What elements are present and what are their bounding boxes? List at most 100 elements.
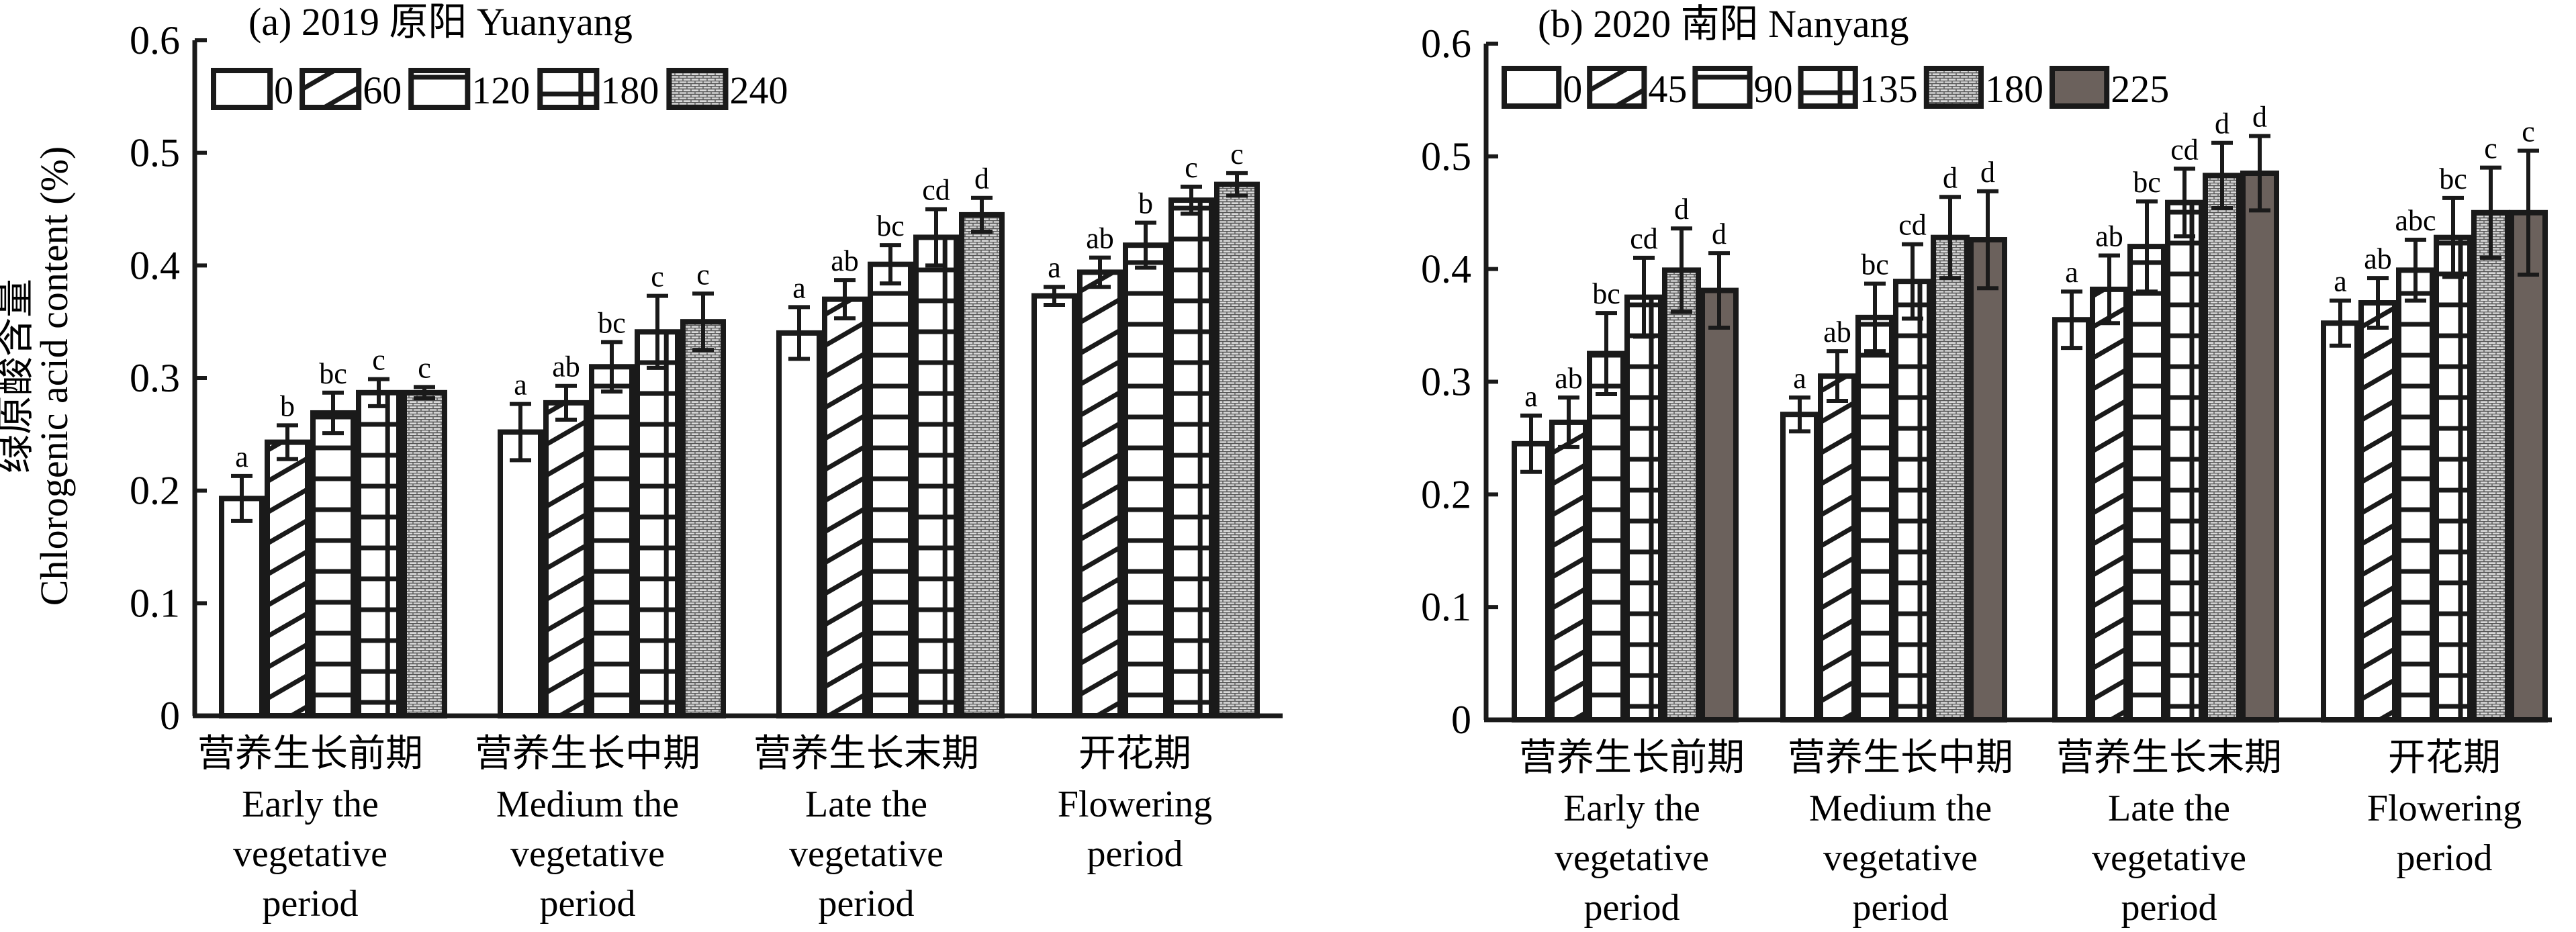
- legend-swatch-outline: [1502, 66, 1562, 109]
- significance-label: cd: [2170, 133, 2199, 166]
- bar: [822, 296, 868, 718]
- y-tick-label: 0.6: [130, 18, 180, 62]
- x-tick-label-en: Flowering: [1058, 784, 1212, 825]
- bar-fill: [683, 322, 723, 716]
- bar-fill: [637, 332, 678, 716]
- significance-label: ab: [831, 244, 859, 277]
- bar: [1214, 181, 1260, 718]
- bar-fill: [2512, 212, 2545, 720]
- bar: [1700, 287, 1739, 723]
- x-tick-label-en: vegetative: [233, 833, 387, 875]
- significance-label: b: [280, 389, 295, 422]
- legend-swatch: [211, 68, 273, 110]
- bar-fill: [359, 392, 399, 716]
- bar: [2203, 173, 2242, 723]
- x-tick-label-en: vegetative: [2092, 837, 2246, 879]
- y-tick-label: 0: [1451, 698, 1471, 742]
- legend-item: 90: [1692, 66, 1793, 111]
- significance-label: a: [1793, 362, 1806, 395]
- significance-label: a: [235, 440, 248, 473]
- bar: [2509, 209, 2548, 723]
- legend-item: 180: [1923, 66, 2043, 111]
- legend-swatch-fill: [411, 71, 468, 107]
- bar: [1587, 351, 1626, 723]
- legend-item: 45: [1587, 66, 1687, 111]
- x-tick-label-en: period: [539, 883, 635, 925]
- bar-fill: [1896, 281, 1929, 720]
- bar-fill: [825, 299, 865, 716]
- bar: [219, 496, 265, 718]
- panel-b: (b) 2020 南阳 Nanyang 0 0.1 0.2 0.3 0.4 0.5 0.6 0 4…: [1421, 2, 2552, 929]
- legend-label: 60: [363, 68, 402, 112]
- bar-fill: [222, 498, 262, 716]
- bar: [2434, 234, 2473, 723]
- significance-label: c: [2522, 115, 2535, 148]
- legend-item: 0: [1502, 66, 1582, 111]
- bar: [1968, 237, 2007, 723]
- legend-swatch: [2050, 66, 2110, 109]
- significance-label: b: [1138, 187, 1153, 220]
- bar-fill: [1821, 376, 1854, 720]
- bar-fill: [2474, 212, 2508, 720]
- x-tick-label-en: Early the: [1563, 788, 1700, 829]
- significance-label: a: [792, 271, 806, 304]
- bar: [1780, 412, 1819, 723]
- significance-label: a: [1048, 251, 1061, 284]
- legend-swatch-outline: [666, 68, 729, 110]
- bar: [1549, 419, 1588, 723]
- significance-label: cd: [922, 174, 950, 207]
- bar-fill: [2130, 246, 2164, 720]
- bar-fill: [2205, 175, 2239, 720]
- bar: [2165, 199, 2204, 723]
- significance-label: bc: [1861, 248, 1889, 281]
- legend-swatch: [1798, 66, 1858, 109]
- bar-fill: [2243, 173, 2276, 720]
- significance-label: d: [2252, 101, 2267, 134]
- bar: [1931, 234, 1970, 723]
- legend-label: 225: [2111, 67, 2169, 111]
- bar-fill: [1590, 353, 1623, 720]
- bar-fill: [1783, 414, 1816, 720]
- x-tick-label-en: vegetative: [1555, 837, 1709, 879]
- bar-fill: [1858, 317, 1892, 720]
- x-tick-label-en: period: [2396, 837, 2492, 879]
- legend-label: 135: [1859, 67, 1918, 111]
- bar: [2240, 171, 2279, 723]
- x-tick-label-en: Medium the: [1809, 788, 1992, 829]
- significance-label: a: [1524, 380, 1538, 413]
- legend-swatch-fill: [2052, 68, 2107, 106]
- significance-label: cd: [1630, 222, 1658, 255]
- bar-fill: [404, 392, 445, 716]
- significance-label: c: [2484, 132, 2497, 165]
- bar: [2321, 320, 2360, 723]
- legend-swatch-outline: [1587, 66, 1647, 109]
- bar-fill: [267, 442, 308, 716]
- bar-fill: [870, 264, 911, 716]
- x-tick-label-en: period: [1852, 887, 1948, 929]
- x-tick-label-en: Late the: [2108, 788, 2230, 829]
- bar: [1893, 279, 1932, 723]
- bar-fill: [962, 214, 1002, 716]
- y-tick-label: 0.2: [1421, 472, 1471, 516]
- legend-swatch-outline: [1798, 66, 1858, 109]
- significance-label: abc: [2395, 204, 2436, 237]
- significance-label: bc: [1592, 277, 1620, 310]
- legend-item: 225: [2050, 66, 2169, 111]
- x-tick-label-en: period: [818, 883, 914, 925]
- legend-swatch-outline: [211, 68, 273, 110]
- significance-label: bc: [2439, 162, 2467, 195]
- bar: [1855, 314, 1894, 723]
- bar-fill: [592, 367, 632, 716]
- significance-label: ab: [2364, 242, 2392, 275]
- legend-swatch-fill: [302, 71, 359, 107]
- legend-swatch-fill: [1800, 68, 1855, 106]
- bar-fill: [500, 432, 541, 716]
- legend-swatch: [1692, 66, 1753, 109]
- bar-fill: [1665, 270, 1698, 720]
